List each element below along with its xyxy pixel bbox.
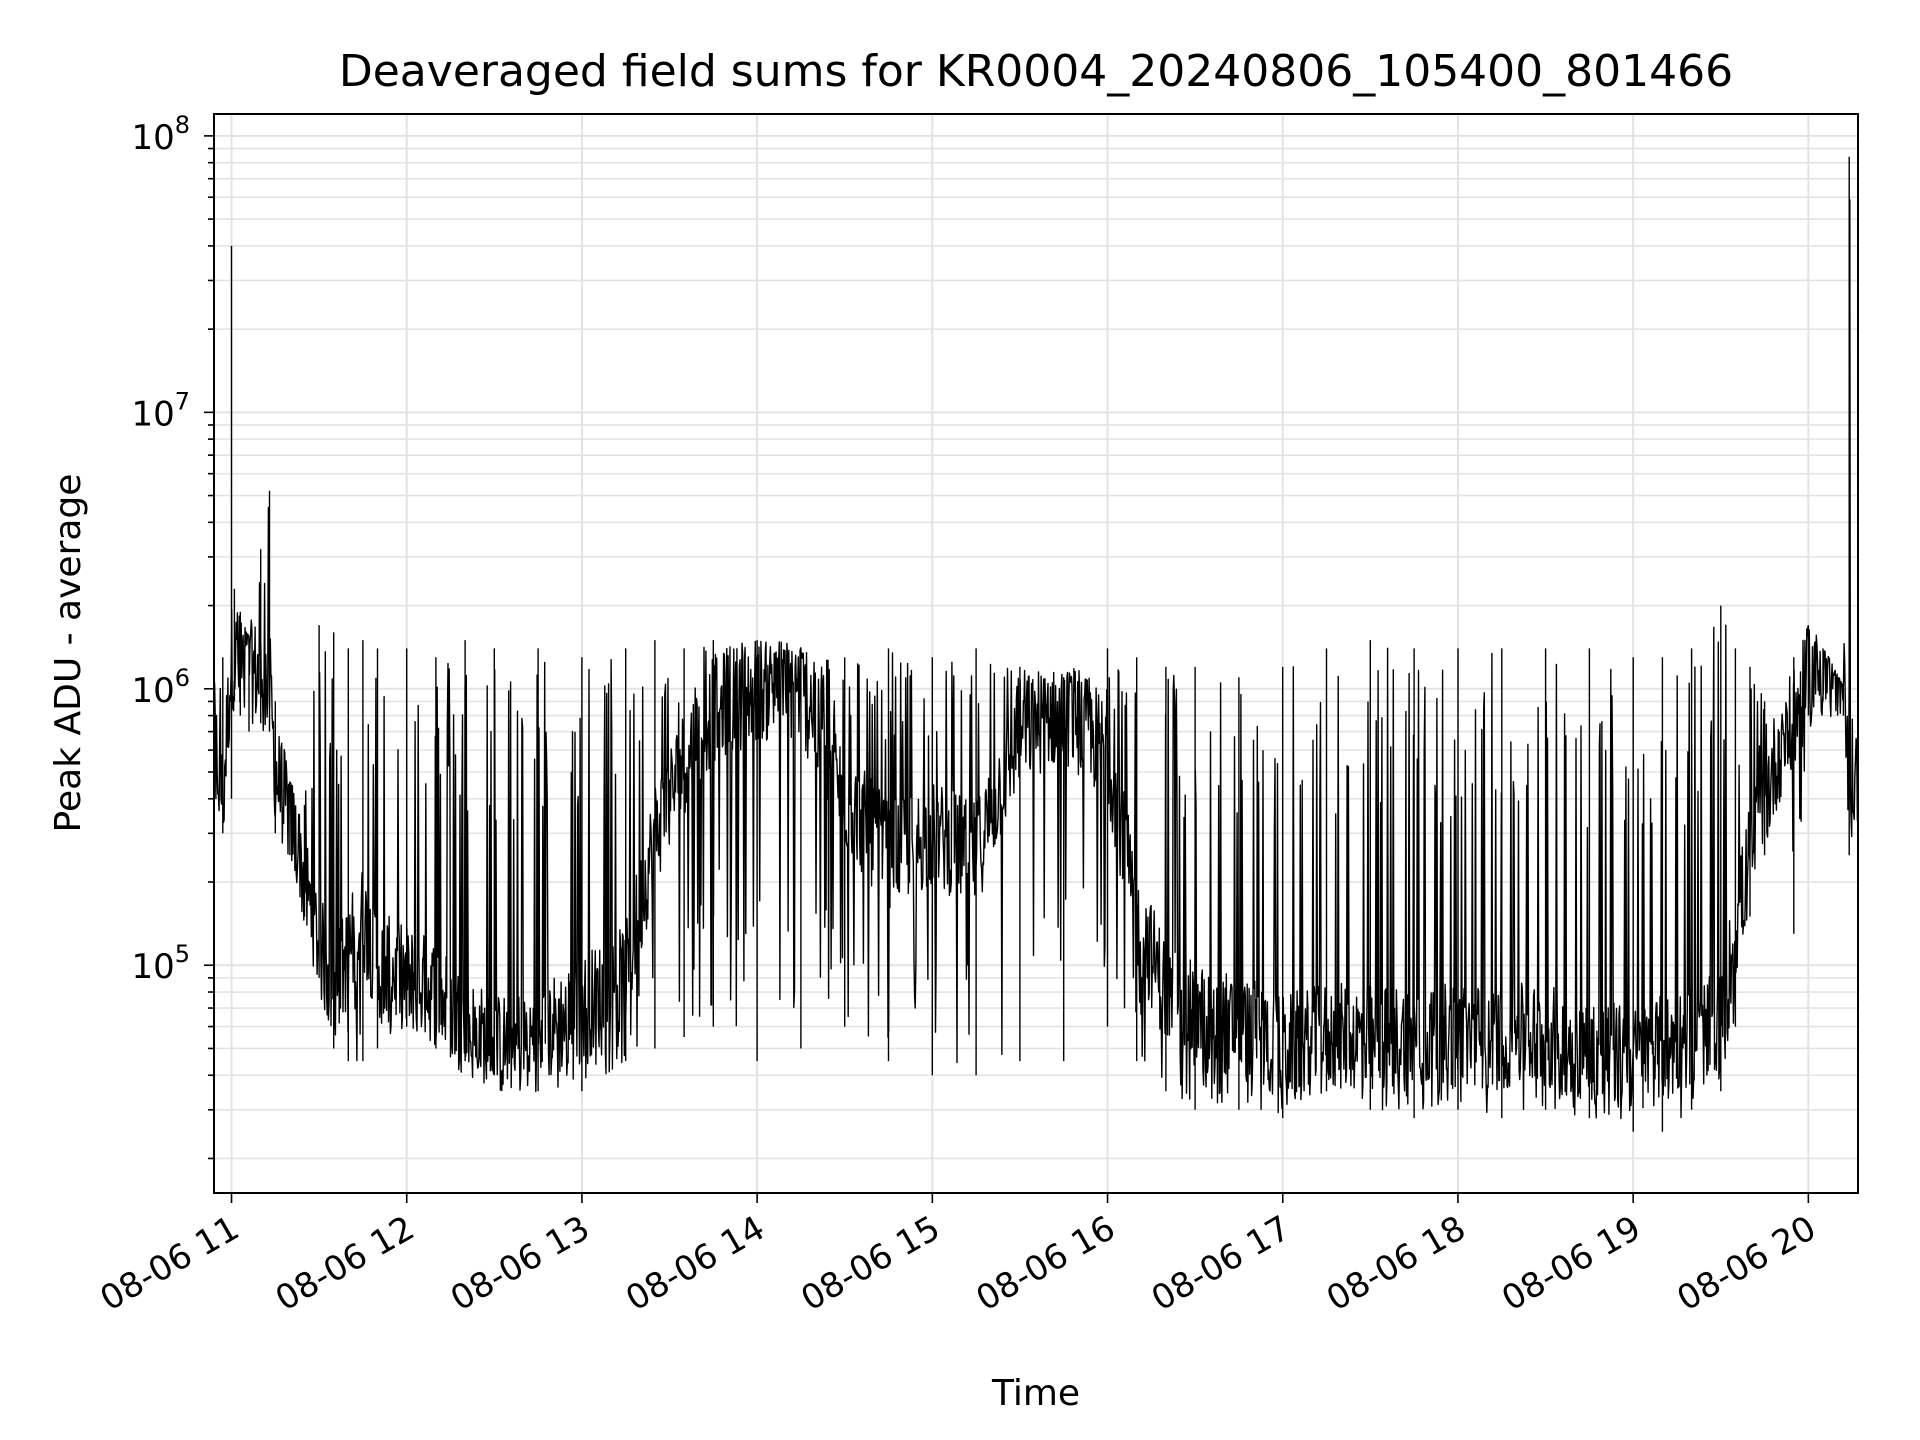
y-axis-label: Peak ADU - average — [48, 474, 89, 833]
y-tick-exponent: 6 — [175, 664, 190, 692]
y-tick-exponent: 8 — [175, 111, 190, 139]
data-series — [214, 156, 1858, 1132]
y-tick-exponent: 5 — [175, 940, 190, 968]
y-tick-base: 10 — [131, 118, 174, 158]
y-tick-label: 108 — [131, 111, 190, 158]
y-tick-base: 10 — [131, 947, 174, 987]
chart-title: Deaveraged field sums for KR0004_2024080… — [339, 46, 1733, 97]
y-tick-base: 10 — [131, 671, 174, 711]
series-line — [214, 156, 1858, 1132]
y-tick-label: 107 — [131, 387, 190, 434]
y-tick-label: 106 — [131, 664, 190, 711]
y-tick-label: 105 — [131, 940, 190, 987]
y-tick-exponent: 7 — [175, 387, 190, 415]
x-axis-label: Time — [991, 1373, 1080, 1414]
plot-frame — [213, 113, 1859, 1194]
y-tick-base: 10 — [131, 394, 174, 434]
